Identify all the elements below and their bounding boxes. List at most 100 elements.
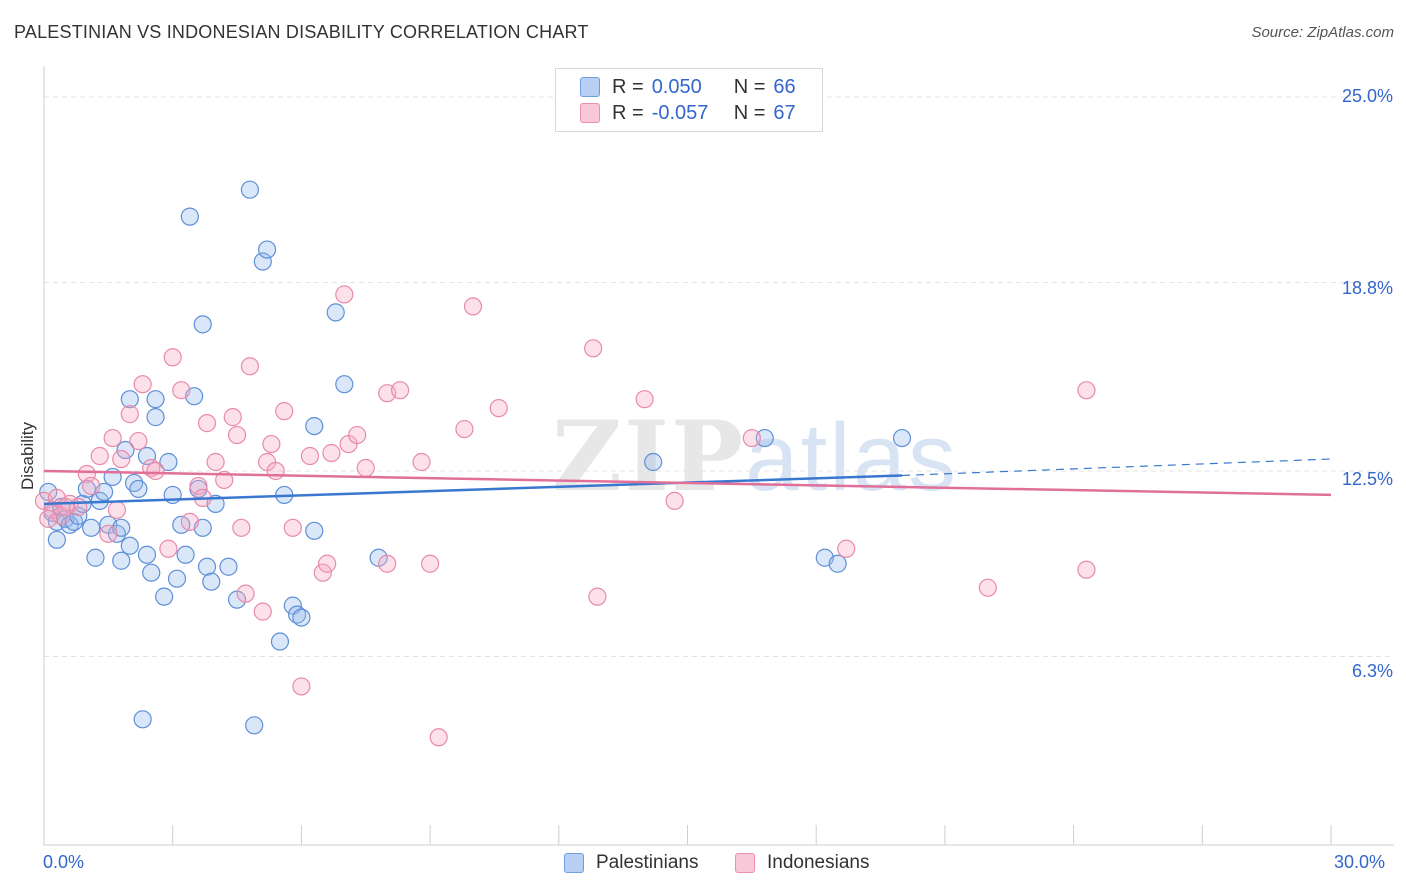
data-point-palestinians [202, 572, 221, 591]
legend-label: Palestinians [596, 852, 699, 873]
legend-item-indonesians[interactable]: Indonesians [735, 852, 869, 874]
data-point-indonesians [82, 476, 101, 496]
data-point-indonesians [378, 554, 397, 573]
y-tick-label: 18.8% [1341, 278, 1393, 298]
data-point-indonesians [56, 497, 75, 516]
data-point-indonesians [742, 428, 761, 448]
data-point-indonesians [455, 419, 474, 439]
data-point-indonesians [356, 458, 375, 478]
data-point-indonesians [322, 443, 341, 463]
watermark: ZIPatlas [552, 400, 958, 513]
trend-line-indonesians [43, 469, 1332, 497]
data-point-indonesians [172, 381, 191, 400]
data-point-palestinians [828, 554, 847, 573]
data-point-indonesians [120, 405, 139, 424]
legend-item-palestinians[interactable]: Palestinians [564, 852, 698, 874]
data-point-palestinians [82, 518, 101, 537]
data-point-palestinians [326, 303, 345, 322]
data-point-indonesians [39, 509, 58, 528]
r-value: 0.050 [651, 75, 702, 98]
data-point-indonesians [163, 348, 182, 367]
stats-legend-row-indonesians: R = -0.057 N = 67 [580, 101, 796, 125]
data-point-indonesians [266, 461, 285, 481]
data-point-palestinians [305, 521, 324, 540]
legend-label: Indonesians [767, 852, 870, 873]
data-point-indonesians [283, 518, 302, 537]
data-point-palestinians [219, 557, 238, 576]
data-point-indonesians [1077, 381, 1096, 400]
x-tick-label-min: 0.0% [43, 852, 85, 872]
legend-swatch-palestinians [580, 77, 600, 97]
data-point-palestinians [137, 446, 157, 466]
data-point-palestinians [292, 608, 311, 627]
data-point-indonesians [348, 425, 367, 445]
data-point-indonesians [318, 554, 337, 573]
data-point-indonesians [107, 500, 127, 519]
data-point-palestinians [133, 710, 152, 729]
data-point-indonesians [275, 402, 294, 421]
data-point-indonesians [227, 425, 247, 445]
data-point-palestinians [253, 252, 272, 271]
data-point-indonesians [146, 461, 165, 481]
stats-legend-row-palestinians: R = 0.050 N = 66 [580, 75, 796, 99]
data-point-palestinians [86, 548, 105, 567]
data-point-indonesians [588, 587, 607, 606]
data-point-indonesians [665, 491, 684, 510]
data-point-palestinians [146, 408, 165, 427]
data-point-palestinians [146, 390, 165, 409]
data-point-palestinians [305, 416, 324, 436]
data-point-indonesians [223, 408, 242, 427]
watermark-zip: ZIP [552, 400, 745, 513]
stats-legend: R = 0.050 N = 66 R = -0.057 N = 67 [555, 68, 823, 132]
data-point-indonesians [253, 602, 272, 621]
data-point-indonesians [421, 554, 440, 573]
data-point-palestinians [142, 563, 161, 582]
r-value: -0.057 [651, 101, 709, 124]
data-point-palestinians [155, 587, 174, 606]
data-point-indonesians [103, 428, 122, 448]
data-point-indonesians [90, 446, 109, 466]
data-point-indonesians [77, 464, 97, 484]
data-point-indonesians [133, 375, 152, 394]
series-legend: Palestinians Indonesians [0, 852, 1406, 876]
data-point-palestinians [137, 545, 157, 564]
n-label: N = [733, 101, 766, 124]
data-point-palestinians [159, 452, 178, 472]
n-value: 67 [773, 101, 796, 124]
data-point-palestinians [176, 545, 195, 564]
data-point-indonesians [232, 518, 251, 537]
data-point-palestinians [644, 452, 663, 472]
data-point-palestinians [240, 180, 260, 199]
data-point-indonesians [1077, 560, 1096, 579]
data-point-palestinians [197, 557, 217, 576]
data-point-palestinians [112, 551, 131, 570]
data-point-indonesians [262, 434, 281, 454]
data-point-palestinians [47, 530, 66, 549]
data-point-indonesians [240, 357, 260, 376]
legend-swatch-palestinians [564, 853, 584, 873]
data-point-indonesians [180, 512, 199, 531]
data-point-indonesians [99, 524, 118, 543]
y-tick-label: 25.0% [1341, 86, 1393, 106]
r-label: R = [612, 101, 644, 124]
data-point-indonesians [429, 728, 448, 747]
y-tick-label: 6.3% [1351, 661, 1393, 681]
data-point-indonesians [300, 446, 320, 466]
data-point-palestinians [755, 428, 774, 448]
data-point-indonesians [313, 563, 332, 582]
data-point-palestinians [257, 240, 277, 259]
data-point-palestinians [180, 207, 199, 226]
trend-line-palestinians [43, 474, 903, 506]
legend-swatch-indonesians [735, 853, 755, 873]
data-point-indonesians [584, 339, 603, 358]
data-point-indonesians [236, 584, 255, 603]
data-point-indonesians [390, 381, 410, 400]
n-value: 66 [773, 75, 796, 98]
data-point-indonesians [189, 476, 208, 496]
data-point-indonesians [463, 297, 483, 316]
data-point-indonesians [112, 449, 131, 469]
data-point-indonesians [206, 452, 225, 472]
x-tick-label-max: 30.0% [1334, 852, 1386, 872]
data-point-palestinians [167, 569, 187, 588]
